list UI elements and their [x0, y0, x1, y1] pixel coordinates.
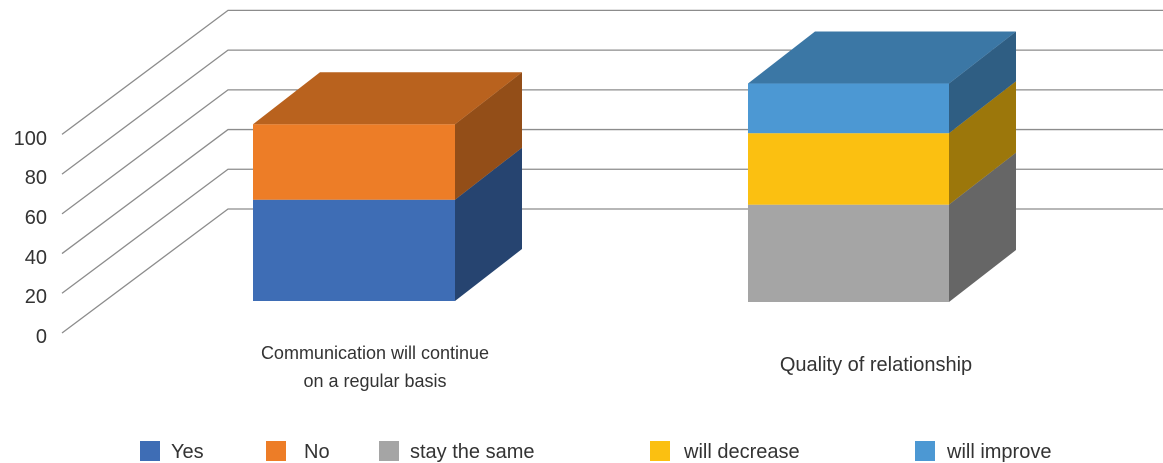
legend-item-stay-the-same: stay the same: [379, 441, 535, 463]
legend-label-will-improve: will improve: [946, 441, 1051, 463]
bar-no-communication-will-continue-on-a-regular-basis-side: [455, 72, 522, 200]
y-tick-label-40: 40: [25, 247, 47, 269]
legend-label-yes: Yes: [171, 441, 204, 463]
legend-swatch-yes: [140, 441, 160, 461]
bar-stack-quality-of-relationship: [748, 31, 1016, 302]
y-tick-label-20: 20: [25, 286, 47, 308]
legend-item-will-decrease: will decrease: [650, 441, 800, 463]
y-tick-label-80: 80: [25, 167, 47, 189]
bar-will-improve-quality-of-relationship: [748, 31, 1016, 134]
legend-label-will-decrease: will decrease: [683, 441, 800, 463]
category-labels: Communication will continue on a regular…: [261, 343, 972, 391]
bar-yes-communication-will-continue-on-a-regular-basis-side: [455, 147, 522, 301]
bars: [253, 31, 1016, 302]
bar-stack-communication-will-continue-on-a-regular-basis: [253, 72, 522, 301]
bar-will-improve-quality-of-relationship-side: [949, 31, 1016, 134]
category-label-1: Quality of relationship: [780, 354, 972, 376]
y-tick-label-100: 100: [14, 128, 47, 150]
bar-yes-communication-will-continue-on-a-regular-basis: [253, 147, 522, 301]
bar-no-communication-will-continue-on-a-regular-basis: [253, 72, 522, 200]
category-label-0-line-2: on a regular basis: [303, 371, 446, 391]
bar-no-communication-will-continue-on-a-regular-basis-front: [253, 124, 455, 200]
legend-item-will-improve: will improve: [915, 441, 1051, 463]
legend-swatch-stay-the-same: [379, 441, 399, 461]
bar-will-decrease-quality-of-relationship: [748, 81, 1016, 205]
legend-item-no: No: [266, 441, 330, 463]
category-label-0-line-1: Communication will continue: [261, 343, 489, 363]
legend-label-no: No: [304, 441, 330, 463]
y-tick-label-60: 60: [25, 207, 47, 229]
legend: Yes No stay the same will decrease will …: [140, 441, 1051, 463]
bar-stay-the-same-quality-of-relationship: [748, 152, 1016, 302]
legend-item-yes: Yes: [140, 441, 204, 463]
y-tick-label-0: 0: [36, 326, 47, 348]
bar-no-communication-will-continue-on-a-regular-basis-top: [253, 72, 522, 125]
legend-swatch-will-improve: [915, 441, 935, 461]
legend-label-stay-the-same: stay the same: [410, 441, 535, 463]
bar-stay-the-same-quality-of-relationship-side: [949, 152, 1016, 302]
y-axis-ticks: 0 20 40 60 80 100: [14, 128, 47, 348]
bar-stay-the-same-quality-of-relationship-front: [748, 204, 949, 302]
bar-will-decrease-quality-of-relationship-front: [748, 133, 949, 205]
bar-will-improve-quality-of-relationship-front: [748, 83, 949, 134]
bar-will-decrease-quality-of-relationship-side: [949, 81, 1016, 205]
legend-swatch-will-decrease: [650, 441, 670, 461]
legend-swatch-no: [266, 441, 286, 461]
bar-will-improve-quality-of-relationship-top: [748, 31, 1016, 84]
bar-yes-communication-will-continue-on-a-regular-basis-front: [253, 199, 455, 301]
gridline-100: [61, 9, 1163, 135]
